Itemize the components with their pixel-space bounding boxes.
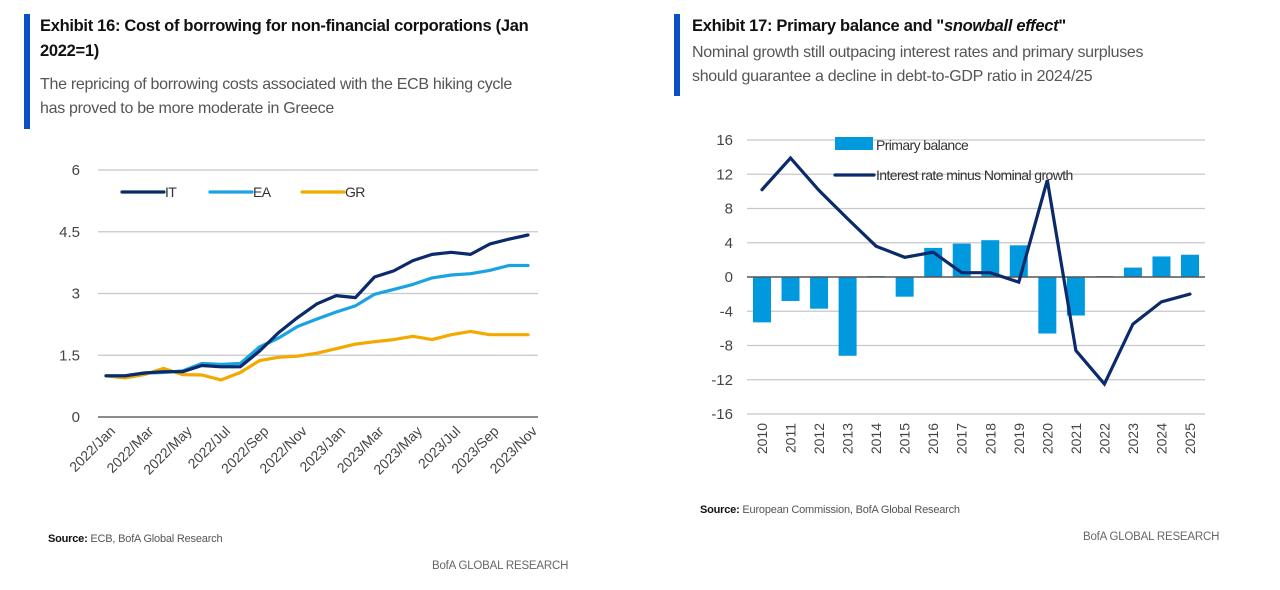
bar-primary-balance xyxy=(1181,255,1199,277)
legend-label-gr: GR xyxy=(345,184,365,200)
x-tick-label: 2024 xyxy=(1153,423,1169,454)
source-text: European Commission, BofA Global Researc… xyxy=(740,504,960,516)
x-tick-label: 2014 xyxy=(868,423,884,454)
bar-primary-balance xyxy=(810,277,828,309)
source-note: Source: ECB, BofA Global Research xyxy=(48,533,222,545)
x-tick-label: 2025 xyxy=(1182,423,1198,454)
legend-label-it: IT xyxy=(165,184,177,200)
y-axis-ticks: -16 -12 -8 -4 0 4 8 12 16 xyxy=(711,132,733,423)
x-axis-ticks: 2010 2011 2012 2013 2014 2015 2016 2017 2018 2019… xyxy=(754,423,1198,454)
bar-primary-balance xyxy=(753,277,771,322)
x-tick-label: 2018 xyxy=(982,423,998,454)
y-axis-ticks: 0 1.5 3 4.5 6 xyxy=(59,162,80,426)
x-tick-label: 2020 xyxy=(1039,423,1055,454)
bar-primary-balance xyxy=(782,277,800,301)
y-tick-label: 4.5 xyxy=(59,224,80,241)
x-tick-label: 2011 xyxy=(783,423,799,453)
x-tick-label: 2022 xyxy=(1096,423,1112,454)
y-tick-label: 12 xyxy=(716,166,733,183)
legend-label-primary-balance: Primary balance xyxy=(876,137,969,153)
x-tick-label: 2021 xyxy=(1068,423,1084,454)
chart-legend: Primary balance Interest rate minus Nomin… xyxy=(835,137,1073,183)
source-label: Source: xyxy=(700,504,740,516)
bar-primary-balance xyxy=(1124,268,1142,277)
y-tick-label: 16 xyxy=(716,132,733,149)
x-tick-label: 2016 xyxy=(925,423,941,454)
bar-primary-balance xyxy=(1152,256,1170,277)
borrowing-cost-line-chart: 0 1.5 3 4.5 6 2022/Jan2022/Mar2022/May2022/J… xyxy=(0,0,640,520)
series-line-ea xyxy=(106,266,528,376)
x-tick-label: 2013 xyxy=(840,423,856,454)
x-tick-label: 2012 xyxy=(811,423,827,454)
source-label: Source: xyxy=(48,533,88,545)
grid-lines xyxy=(98,170,538,417)
exhibit-16-panel: Exhibit 16: Cost of borrowing for non-fi… xyxy=(0,0,640,590)
exhibit-17-panel: Exhibit 17: Primary balance and "snowbal… xyxy=(640,0,1280,590)
series-lines xyxy=(106,235,528,380)
x-tick-label: 2010 xyxy=(754,423,770,454)
y-tick-label: 8 xyxy=(725,201,733,218)
y-tick-label: -4 xyxy=(720,303,733,320)
y-tick-label: 6 xyxy=(72,162,80,179)
y-tick-label: -8 xyxy=(720,338,733,355)
y-tick-label: 1.5 xyxy=(59,347,80,364)
x-tick-label: 2023 xyxy=(1125,423,1141,454)
bar-primary-balance xyxy=(839,277,857,356)
brand-footer: BofA GLOBAL RESEARCH xyxy=(432,560,568,572)
y-tick-label: 0 xyxy=(725,269,733,286)
legend-label-ea: EA xyxy=(253,184,272,200)
x-tick-label: 2017 xyxy=(954,423,970,454)
bar-primary-balance xyxy=(896,277,914,297)
bar-primary-balance xyxy=(1038,277,1056,334)
chart-legend: IT EA GR xyxy=(122,184,365,200)
legend-label-interest-minus-growth: Interest rate minus Nominal growth xyxy=(876,167,1073,183)
legend-swatch-primary-balance xyxy=(835,137,873,150)
x-axis-ticks: 2022/Jan2022/Mar2022/May2022/Jul2022/Sep… xyxy=(66,423,540,478)
x-tick-label: 2019 xyxy=(1011,423,1027,454)
y-tick-label: 3 xyxy=(72,286,80,303)
source-text: ECB, BofA Global Research xyxy=(88,533,223,545)
y-tick-label: 4 xyxy=(725,235,733,252)
y-tick-label: -16 xyxy=(711,406,733,423)
primary-balance-bars xyxy=(753,240,1199,356)
source-note: Source: European Commission, BofA Global… xyxy=(700,504,960,516)
x-tick-label: 2015 xyxy=(897,423,913,454)
y-tick-label: 0 xyxy=(72,409,80,426)
primary-balance-combo-chart: -16-12-8-40481216 2010201120122013201420… xyxy=(640,0,1280,500)
y-tick-label: -12 xyxy=(711,372,733,389)
brand-footer: BofA GLOBAL RESEARCH xyxy=(1083,531,1219,543)
